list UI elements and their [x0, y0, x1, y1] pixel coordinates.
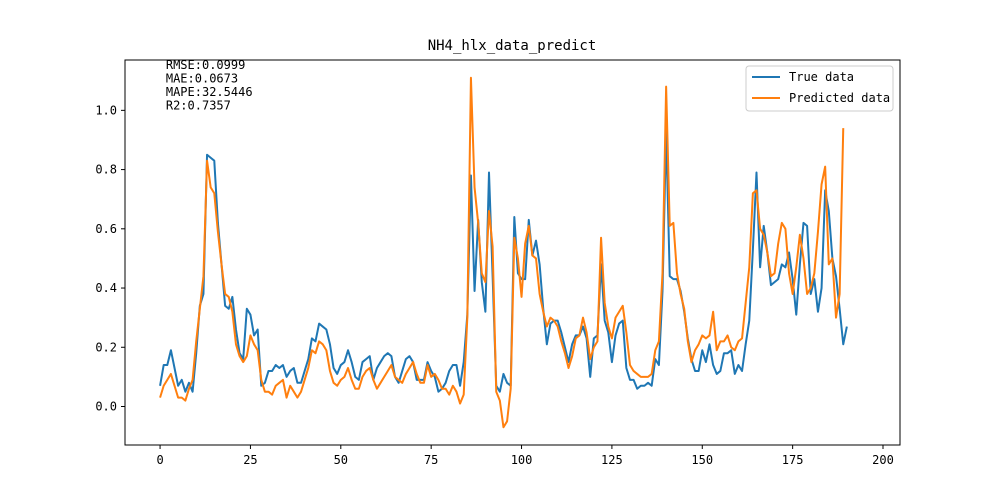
series-line-true-data [159, 130, 848, 393]
y-tick-label: 0.0 [95, 400, 117, 414]
series-layer [159, 76, 848, 429]
x-tick-label: 100 [511, 453, 533, 467]
x-tick-label: 125 [601, 453, 623, 467]
x-tick-label: 25 [243, 453, 257, 467]
y-tick-label: 0.2 [95, 340, 117, 354]
x-tick-label: 75 [424, 453, 438, 467]
metric-text: R2:0.7357 [166, 99, 231, 113]
y-tick-label: 0.6 [95, 222, 117, 236]
y-axis: 0.0 0.2 0.4 0.6 0.8 1.0 [95, 103, 125, 414]
y-tick-label: 0.4 [95, 281, 117, 295]
x-axis: 0 25 50 75 100 125 150 175 200 [156, 445, 894, 467]
metrics-annotation: RMSE:0.0999MAE:0.0673MAPE:32.5446R2:0.73… [166, 58, 253, 113]
legend: True data Predicted data [745, 65, 894, 112]
y-tick-label: 0.8 [95, 163, 117, 177]
chart-title: NH4_hlx_data_predict [428, 38, 597, 54]
series-line-predicted-data [159, 76, 845, 429]
metric-text: MAE:0.0673 [166, 72, 238, 86]
plot-frame [124, 59, 901, 446]
legend-box [745, 65, 894, 112]
metric-text: RMSE:0.0999 [166, 58, 245, 72]
x-tick-label: 150 [691, 453, 713, 467]
metric-text: MAPE:32.5446 [166, 85, 253, 99]
x-tick-label: 50 [334, 453, 348, 467]
legend-label: True data [789, 70, 854, 84]
x-tick-label: 0 [156, 453, 163, 467]
x-tick-label: 200 [872, 453, 894, 467]
x-tick-label: 175 [782, 453, 804, 467]
legend-label: Predicted data [789, 91, 890, 105]
y-tick-label: 1.0 [95, 103, 117, 117]
